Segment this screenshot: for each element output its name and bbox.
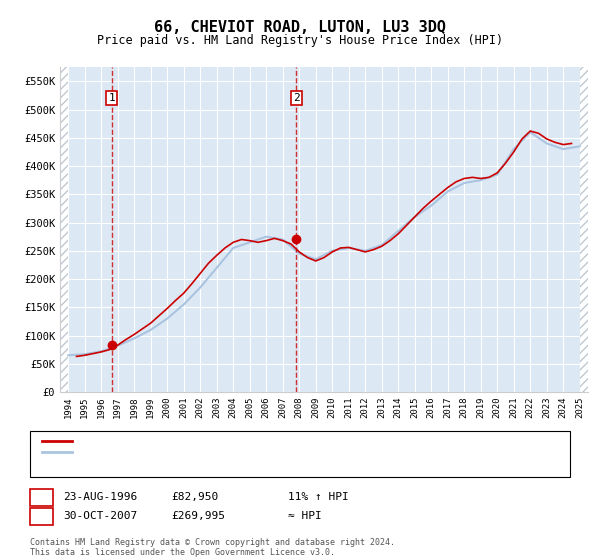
Text: Contains HM Land Registry data © Crown copyright and database right 2024.
This d: Contains HM Land Registry data © Crown c… <box>30 538 395 557</box>
Text: 23-AUG-1996: 23-AUG-1996 <box>63 492 137 502</box>
Text: 2: 2 <box>293 94 300 103</box>
Text: £82,950: £82,950 <box>171 492 218 502</box>
Text: HPI: Average price, detached house, Luton: HPI: Average price, detached house, Luto… <box>78 447 334 458</box>
Text: 2: 2 <box>38 511 45 521</box>
Text: 30-OCT-2007: 30-OCT-2007 <box>63 511 137 521</box>
Text: Price paid vs. HM Land Registry's House Price Index (HPI): Price paid vs. HM Land Registry's House … <box>97 34 503 46</box>
Text: 1: 1 <box>38 492 45 502</box>
Text: ≈ HPI: ≈ HPI <box>288 511 322 521</box>
Text: 66, CHEVIOT ROAD, LUTON, LU3 3DQ: 66, CHEVIOT ROAD, LUTON, LU3 3DQ <box>154 20 446 35</box>
Text: £269,995: £269,995 <box>171 511 225 521</box>
Text: 11% ↑ HPI: 11% ↑ HPI <box>288 492 349 502</box>
Text: 66, CHEVIOT ROAD, LUTON, LU3 3DQ (detached house): 66, CHEVIOT ROAD, LUTON, LU3 3DQ (detach… <box>78 436 384 446</box>
Text: 1: 1 <box>109 94 115 103</box>
